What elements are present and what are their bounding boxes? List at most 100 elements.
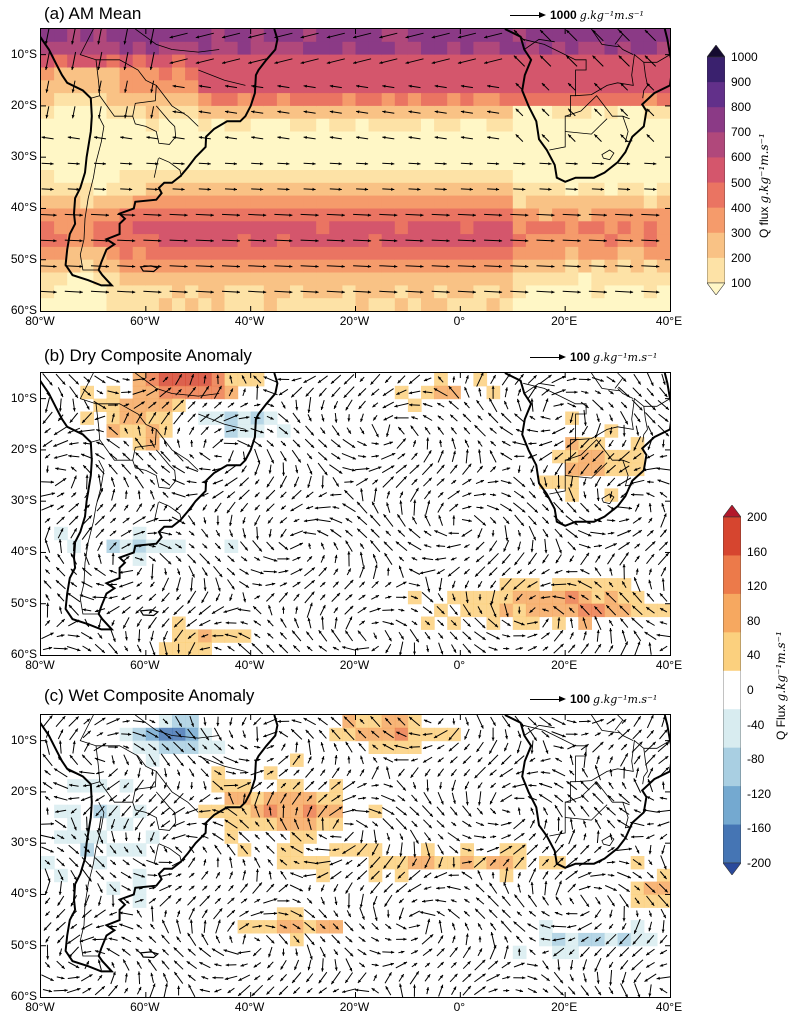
vector-arrowhead — [545, 507, 549, 511]
vector-arrowhead — [49, 715, 53, 719]
vector-arrowhead — [50, 480, 54, 484]
grid-cell — [394, 246, 409, 261]
grid-cell — [434, 93, 448, 107]
vector-arrowhead — [177, 531, 182, 535]
vector-arrowhead — [46, 730, 50, 735]
vector-arrowhead — [567, 582, 571, 586]
vector-arrowhead — [652, 419, 656, 424]
vector-arrowhead — [527, 584, 531, 588]
vector-arrowhead — [480, 506, 484, 510]
vector-arrowhead — [371, 648, 376, 652]
grid-cell — [224, 195, 239, 209]
grid-cell — [368, 195, 383, 209]
vector-arrowhead — [644, 631, 648, 635]
vector-arrowhead — [594, 83, 598, 87]
vector-arrowhead — [416, 583, 421, 587]
vector-arrowhead — [154, 517, 159, 521]
vector-arrowhead — [317, 530, 321, 534]
vector-arrowhead — [109, 925, 113, 928]
vector-arrowhead — [242, 388, 246, 392]
vector-arrowhead — [307, 409, 311, 413]
vector-arrowhead — [49, 382, 53, 386]
vector-arrowhead — [55, 467, 59, 471]
vector-arrowhead — [53, 782, 57, 786]
vector-arrowhead — [55, 810, 59, 813]
vector-arrowhead — [312, 162, 316, 166]
grid-cell — [499, 105, 514, 120]
grid-cell — [473, 298, 488, 311]
vector-arrowhead — [597, 644, 601, 648]
vector-arrowhead — [53, 213, 57, 217]
grid-cell — [656, 170, 670, 184]
vector-arrowhead — [273, 570, 278, 574]
grid-cell — [630, 246, 645, 261]
vector-arrowhead — [478, 597, 482, 601]
vector-arrowhead — [67, 136, 72, 139]
grid-cell — [185, 29, 199, 43]
vector-arrowhead — [359, 551, 363, 556]
grid-cell — [263, 259, 278, 274]
vector-arrowhead — [620, 494, 625, 498]
vector-arrowhead — [664, 393, 668, 397]
grid-cell — [158, 41, 173, 56]
vector-arrowhead — [280, 817, 283, 822]
vector-arrowhead — [192, 896, 196, 900]
vector-arrowhead — [399, 652, 403, 655]
vector-arrowhead — [165, 747, 170, 751]
grid-cell — [368, 118, 383, 133]
grid-cell — [316, 246, 330, 261]
grid-cell — [394, 272, 409, 286]
vector-arrowhead — [238, 977, 242, 981]
vector-arrowhead — [554, 570, 559, 574]
grid-cell — [434, 170, 448, 184]
grid-cell — [394, 170, 409, 184]
vector-arrowhead — [135, 610, 139, 614]
vector-arrowhead — [440, 651, 444, 655]
grid-cell — [303, 170, 317, 184]
grid-cell — [421, 54, 435, 68]
grid-cell — [578, 131, 592, 145]
vector-arrowhead — [378, 466, 382, 470]
vector-arrowhead — [45, 594, 49, 598]
grid-cell — [447, 298, 461, 311]
vector-arrowhead — [555, 416, 559, 420]
flux-vectors — [41, 29, 660, 294]
grid-cell — [368, 157, 383, 171]
grid-cell — [54, 208, 68, 222]
vector-arrowhead — [217, 587, 221, 592]
vector-arrowhead — [218, 385, 222, 390]
vector-arrowhead — [522, 187, 526, 191]
vector-arrowhead — [106, 948, 111, 952]
vector-arrowhead — [461, 533, 466, 537]
grid-cell — [237, 170, 252, 184]
grid-cell — [486, 93, 501, 107]
grid-cell — [106, 259, 121, 274]
vector-arrowhead — [206, 560, 210, 565]
grid-cell — [224, 67, 239, 81]
vector-arrowhead — [408, 84, 412, 88]
vector-arrowhead — [464, 386, 468, 391]
vector-arrowhead — [148, 625, 152, 629]
grid-cell — [486, 41, 501, 56]
vector-arrowhead — [289, 264, 293, 268]
vector-arrowhead — [59, 952, 62, 956]
vector-arrowhead — [55, 580, 60, 584]
vector-arrowhead — [504, 400, 508, 405]
vector-arrowhead — [201, 835, 205, 838]
grid-cell — [381, 272, 396, 286]
vector-arrowhead — [153, 873, 158, 877]
vector-arrowhead — [96, 441, 100, 445]
vector-arrowhead — [73, 826, 77, 831]
grid-cell — [41, 118, 55, 133]
vector-arrowhead — [646, 83, 650, 87]
vector-arrowhead — [360, 488, 364, 492]
vector-arrowhead — [358, 405, 362, 410]
grid-cell — [421, 246, 435, 261]
vector-arrowhead — [488, 412, 492, 417]
vector-arrowhead — [656, 264, 660, 268]
vector-arrowhead — [598, 519, 602, 523]
vector-arrowhead — [623, 378, 627, 382]
vector-arrowhead — [72, 835, 77, 840]
vector-arrowhead — [506, 520, 510, 524]
grid-cell — [539, 298, 553, 311]
